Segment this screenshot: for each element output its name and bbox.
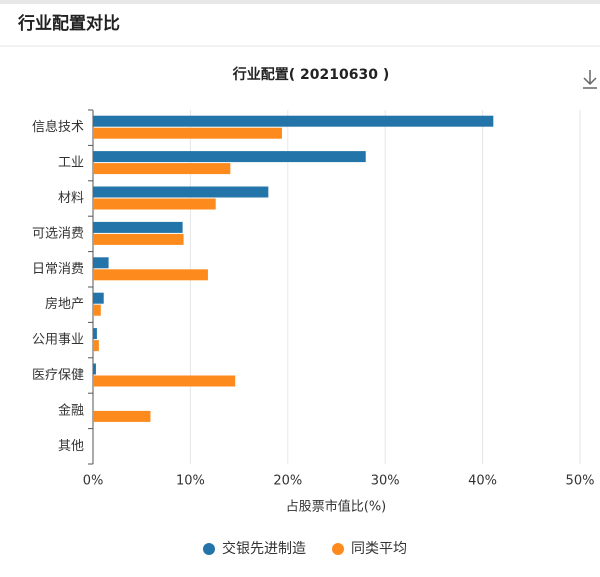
bar [93,127,282,139]
x-tick-label: 10% [176,474,205,489]
y-tick-label: 公用事业 [32,333,84,348]
x-tick-label: 30% [371,474,400,489]
bar [93,410,151,422]
x-tick-label: 0% [83,474,104,489]
legend-marker [332,543,344,555]
bar [93,304,101,316]
header-title: 行业配置对比 [17,13,120,34]
y-tick-label: 可选消费 [32,226,84,241]
y-tick-label: 材料 [58,191,84,206]
x-tick-label: 20% [273,474,302,489]
y-tick-label: 金融 [58,402,84,418]
bar [93,221,183,233]
bar [93,363,96,375]
bar [93,269,208,281]
x-tick-label: 50% [566,474,595,489]
bar [93,375,236,387]
legend-label: 交银先进制造 [222,540,306,557]
bar [93,186,269,198]
y-tick-label: 其他 [58,439,84,454]
bar [93,163,231,175]
bar [93,340,99,352]
bar [93,292,104,304]
legend-marker [203,543,215,555]
bar [93,257,109,269]
x-axis-label: 占股票市值比(%) [286,499,387,515]
chart-title: 行业配置( 20210630 ) [232,66,389,83]
download-glyph [583,70,597,89]
bar [93,115,494,127]
y-tick-label: 医疗保健 [32,368,84,383]
y-tick-label: 工业 [58,156,84,171]
bar [93,328,97,340]
bar [93,233,184,245]
bar [93,151,366,163]
y-tick-label: 房地产 [45,296,84,312]
download-icon[interactable] [583,70,597,89]
top-strip [0,0,600,4]
legend-label: 同类平均 [351,541,407,557]
y-tick-label: 日常消费 [32,262,84,277]
bar [93,198,216,210]
y-tick-label: 信息技术 [32,119,84,135]
x-tick-label: 40% [468,474,497,489]
